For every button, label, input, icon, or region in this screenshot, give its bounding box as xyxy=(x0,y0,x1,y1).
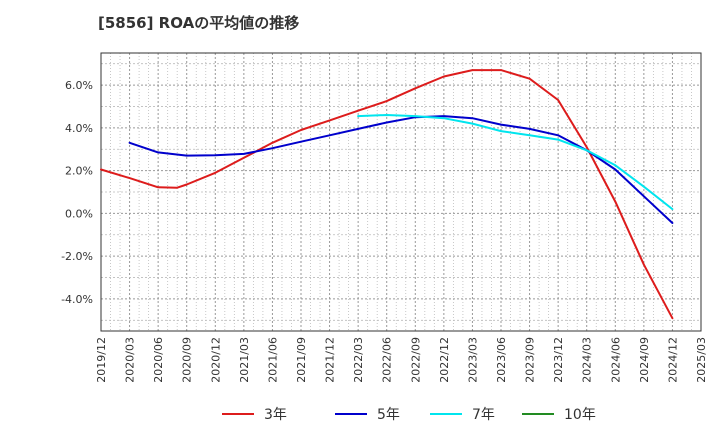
series-line-7年 xyxy=(357,114,674,211)
x-tick-label: 2022/09 xyxy=(409,337,422,383)
x-tick-label: 2024/09 xyxy=(638,337,651,383)
x-tick-label: 2021/06 xyxy=(266,337,279,383)
x-tick-label: 2023/09 xyxy=(524,337,537,383)
y-axis-labels: -4.0% -2.0% 0.0% 2.0% 4.0% 6.0% xyxy=(61,79,93,306)
legend-label: 10年 xyxy=(564,407,596,423)
plot-frame xyxy=(100,52,702,332)
x-tick-label: 2022/12 xyxy=(438,337,451,383)
x-tick-label: 2022/03 xyxy=(352,337,365,383)
legend-label: 5年 xyxy=(377,407,400,423)
x-tick-label: 2021/03 xyxy=(238,337,251,383)
y-tick-label: 2.0% xyxy=(65,165,93,178)
x-tick-label: 2024/12 xyxy=(666,337,679,383)
series-line-3年 xyxy=(100,69,674,320)
x-tick-label: 2023/12 xyxy=(552,337,565,383)
x-tick-label: 2020/12 xyxy=(209,337,222,383)
x-tick-label: 2024/03 xyxy=(581,337,594,383)
y-tick-label: -4.0% xyxy=(61,293,93,306)
x-tick-label: 2021/12 xyxy=(324,337,337,383)
legend-label: 3年 xyxy=(264,407,287,423)
legend-label: 7年 xyxy=(472,407,495,423)
x-axis-labels: 2019/12 2020/03 2020/06 2020/09 2020/12 2021/… xyxy=(95,337,708,383)
x-tick-label: 2023/06 xyxy=(495,337,508,383)
x-tick-label: 2020/03 xyxy=(124,337,137,383)
series-layer xyxy=(100,69,674,320)
y-tick-label: 4.0% xyxy=(65,122,93,135)
chart-title: [5856] ROAの平均値の推移 xyxy=(98,14,300,32)
x-tick-label: 2022/06 xyxy=(381,337,394,383)
x-tick-label: 2023/03 xyxy=(466,337,479,383)
grid xyxy=(100,53,702,331)
legend: 3年 5年 7年 10年 xyxy=(222,407,596,423)
series-line-5年 xyxy=(128,115,674,224)
x-tick-label: 2021/09 xyxy=(295,337,308,383)
x-tick-label: 2019/12 xyxy=(95,337,108,383)
x-tick-label: 2024/06 xyxy=(609,337,622,383)
y-tick-label: -2.0% xyxy=(61,250,93,263)
y-tick-label: 6.0% xyxy=(65,79,93,92)
x-tick-label: 2020/09 xyxy=(181,337,194,383)
x-tick-label: 2020/06 xyxy=(152,337,165,383)
y-tick-label: 0.0% xyxy=(65,207,93,220)
x-tick-label: 2025/03 xyxy=(695,337,708,383)
